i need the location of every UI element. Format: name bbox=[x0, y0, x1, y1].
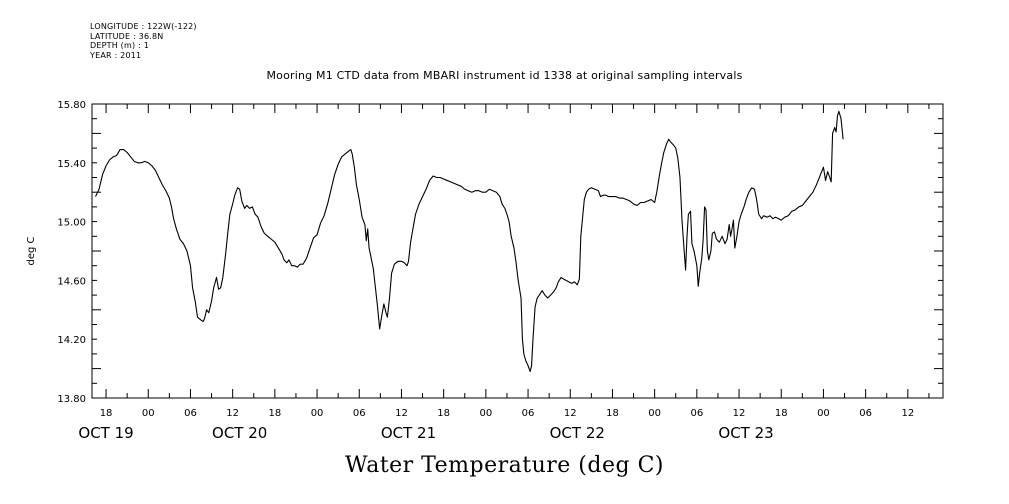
latitude-label: LATITUDE : 36.8N bbox=[90, 31, 164, 41]
plot-frame bbox=[91, 103, 944, 399]
x-day-label: OCT 21 bbox=[381, 424, 436, 442]
x-tick-label: 18 bbox=[100, 408, 113, 419]
plot-title: Mooring M1 CTD data from MBARI instrumen… bbox=[266, 69, 743, 82]
longitude-label: LONGITUDE : 122W(-122) bbox=[90, 22, 197, 31]
x-tick-label: 12 bbox=[733, 408, 746, 419]
x-tick-label: 12 bbox=[564, 408, 577, 419]
x-tick-label: 12 bbox=[226, 408, 239, 419]
x-tick-label: 00 bbox=[817, 408, 830, 419]
year-label: YEAR : 2011 bbox=[90, 50, 142, 60]
x-day-label: OCT 22 bbox=[550, 424, 605, 442]
x-tick-label: 12 bbox=[901, 408, 914, 419]
y-tick-label: 14.20 bbox=[57, 335, 86, 346]
y-tick-label: 15.00 bbox=[57, 218, 86, 229]
y-tick-label: 14.60 bbox=[57, 276, 86, 287]
x-tick-label: 18 bbox=[268, 408, 281, 419]
y-tick-label: 15.40 bbox=[57, 159, 86, 170]
x-tick-label: 12 bbox=[395, 408, 408, 419]
series-line-0 bbox=[95, 110, 844, 373]
y-axis-label: deg C bbox=[26, 236, 37, 265]
x-tick-label: 06 bbox=[690, 408, 703, 419]
x-tick-label: 18 bbox=[775, 408, 788, 419]
x-tick-label: 00 bbox=[648, 408, 661, 419]
y-tick-label: 15.80 bbox=[57, 100, 86, 111]
x-tick-label: 06 bbox=[353, 408, 366, 419]
x-day-label: OCT 20 bbox=[212, 424, 267, 442]
main-title: Water Temperature (deg C) bbox=[345, 453, 664, 478]
x-tick-label: 18 bbox=[606, 408, 619, 419]
x-tick-label: 18 bbox=[437, 408, 450, 419]
depth-label: DEPTH (m) : 1 bbox=[90, 41, 149, 50]
x-tick-label: 00 bbox=[142, 408, 155, 419]
x-day-label: OCT 23 bbox=[718, 424, 773, 442]
x-day-label: OCT 19 bbox=[78, 424, 133, 442]
x-tick-label: 00 bbox=[311, 408, 324, 419]
x-tick-label: 06 bbox=[859, 408, 872, 419]
y-tick-label: 13.80 bbox=[57, 394, 86, 405]
metadata-block: LONGITUDE : 122W(-122) LATITUDE : 36.8N … bbox=[90, 22, 197, 60]
x-tick-label: 06 bbox=[522, 408, 535, 419]
x-tick-label: 06 bbox=[184, 408, 197, 419]
x-tick-label: 00 bbox=[479, 408, 492, 419]
